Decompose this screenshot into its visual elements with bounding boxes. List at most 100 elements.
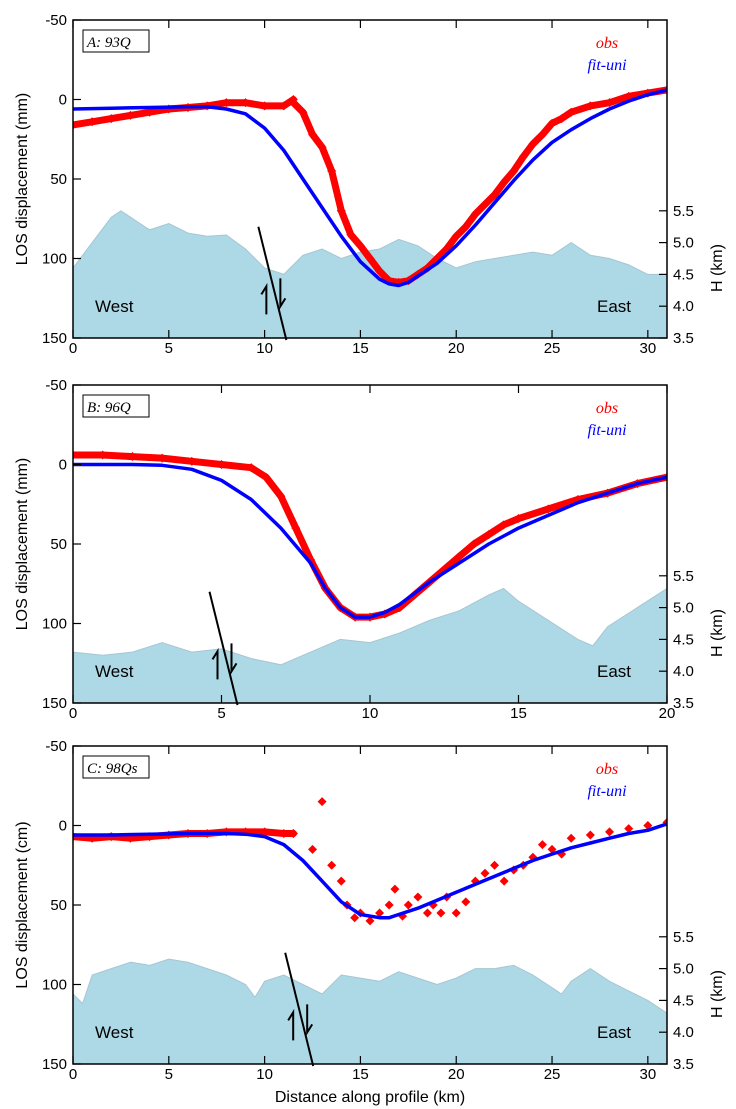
direction-west: West: [95, 297, 134, 316]
chart-panel-a: 0 5 10 15 20 25 30 -50 0 50 100 150 5.5 5.0 4.5 4.0 3.5 L…: [14, 12, 726, 357]
obs-point: [125, 110, 135, 120]
panel-label: B: 96Q: [82, 394, 150, 418]
fault-arrow-down-icon: [279, 278, 287, 310]
obs-point: [518, 152, 528, 162]
obs-point: [528, 139, 538, 149]
y-tick-label: -50: [45, 12, 67, 29]
obs-point: [73, 120, 78, 130]
obs-point: [261, 472, 271, 482]
obs-point: [240, 98, 250, 108]
obs-point: [346, 230, 356, 240]
y-tick-label: 100: [42, 616, 67, 633]
x-tick-label: 0: [69, 705, 77, 722]
x-tick-label: 10: [362, 705, 379, 722]
obs-point: [585, 101, 595, 111]
y-tick-label: 150: [42, 330, 67, 347]
x-tick-label: 20: [659, 705, 676, 722]
obs-trace: [289, 86, 667, 286]
y-tick-label: 0: [59, 457, 67, 474]
y2-tick-label: 5.0: [673, 961, 694, 978]
direction-west: West: [95, 1023, 134, 1042]
obs-point: [350, 913, 360, 923]
y2-tick-label: 5.5: [673, 203, 694, 220]
direction-east: East: [597, 297, 631, 316]
obs-point: [221, 98, 231, 108]
obs-point: [436, 908, 446, 918]
fault-arrow-down-icon: [230, 643, 238, 675]
y2-tick-label: 4.0: [673, 298, 694, 315]
obs-point: [451, 231, 461, 241]
obs-point: [336, 876, 346, 886]
obs-point: [355, 241, 365, 251]
obs-point: [291, 523, 301, 533]
panel-label: A: 93Q: [82, 29, 150, 53]
y-tick-label: 50: [50, 171, 67, 188]
obs-point: [317, 142, 327, 152]
obs-point: [279, 101, 289, 111]
y-tick-label: -50: [45, 377, 67, 394]
obs-point: [480, 199, 490, 209]
obs-point: [566, 107, 576, 117]
obs-point: [106, 114, 116, 124]
topography-area: [73, 210, 667, 338]
fit-uni-line: [73, 88, 667, 288]
x-tick-label: 15: [352, 1066, 369, 1083]
y-tick-label: 100: [42, 977, 67, 994]
y-tick-label: 150: [42, 1056, 67, 1073]
topography-area: [73, 587, 667, 703]
y-tick-label: -50: [45, 738, 67, 755]
obs-point: [288, 828, 298, 838]
obs-point: [557, 114, 567, 124]
fault-arrow-up-icon: [260, 282, 268, 315]
obs-point: [317, 797, 327, 807]
obs-point: [547, 118, 557, 128]
obs-point: [365, 916, 375, 926]
y-tick-label: 0: [59, 92, 67, 109]
x-tick-label: 30: [639, 340, 656, 357]
fit-uni-line: [73, 822, 667, 920]
obs-point: [605, 827, 615, 837]
y2-axis-label: H (km): [709, 609, 726, 657]
obs-point: [73, 450, 78, 460]
panel-label: C: 98Qs: [82, 755, 150, 779]
y2-axis-label: H (km): [709, 244, 726, 292]
y2-tick-label: 4.0: [673, 663, 694, 680]
obs-point: [537, 129, 547, 139]
obs-point: [187, 456, 197, 466]
obs-point: [543, 504, 553, 514]
y2-tick-label: 5.0: [673, 600, 694, 617]
obs-point: [279, 828, 289, 838]
fault-line: [208, 591, 239, 706]
obs-point: [365, 254, 375, 263]
y-tick-label: 150: [42, 695, 67, 712]
obs-point: [605, 98, 615, 108]
y2-tick-label: 4.0: [673, 1024, 694, 1041]
panel-label-text: B: 96Q: [87, 400, 131, 416]
y2-tick-label: 5.0: [673, 235, 694, 252]
obs-point: [260, 101, 270, 111]
obs-point: [470, 209, 480, 219]
obs-point: [566, 833, 576, 843]
obs-point: [499, 876, 509, 886]
x-tick-label: 15: [352, 340, 369, 357]
y2-tick-label: 4.5: [673, 631, 694, 648]
obs-point: [217, 460, 226, 469]
fit-uni-line: [73, 462, 667, 619]
fault-arrow-up-icon: [211, 647, 219, 680]
obs-point: [157, 453, 167, 463]
fault-line: [257, 226, 288, 341]
legend-obs: obs: [596, 400, 618, 417]
obs-point: [514, 514, 523, 524]
obs-point: [422, 908, 432, 918]
obs-series: [73, 797, 667, 926]
x-tick-label: 30: [639, 1066, 656, 1083]
y2-tick-label: 5.5: [673, 568, 694, 585]
obs-point: [87, 117, 97, 127]
x-tick-label: 20: [448, 1066, 465, 1083]
y-axis-label: LOS displacement (cm): [14, 821, 31, 988]
obs-point: [509, 166, 519, 176]
direction-west: West: [95, 662, 134, 681]
obs-point: [127, 452, 137, 462]
x-tick-label: 20: [448, 340, 465, 357]
obs-point: [469, 539, 479, 549]
